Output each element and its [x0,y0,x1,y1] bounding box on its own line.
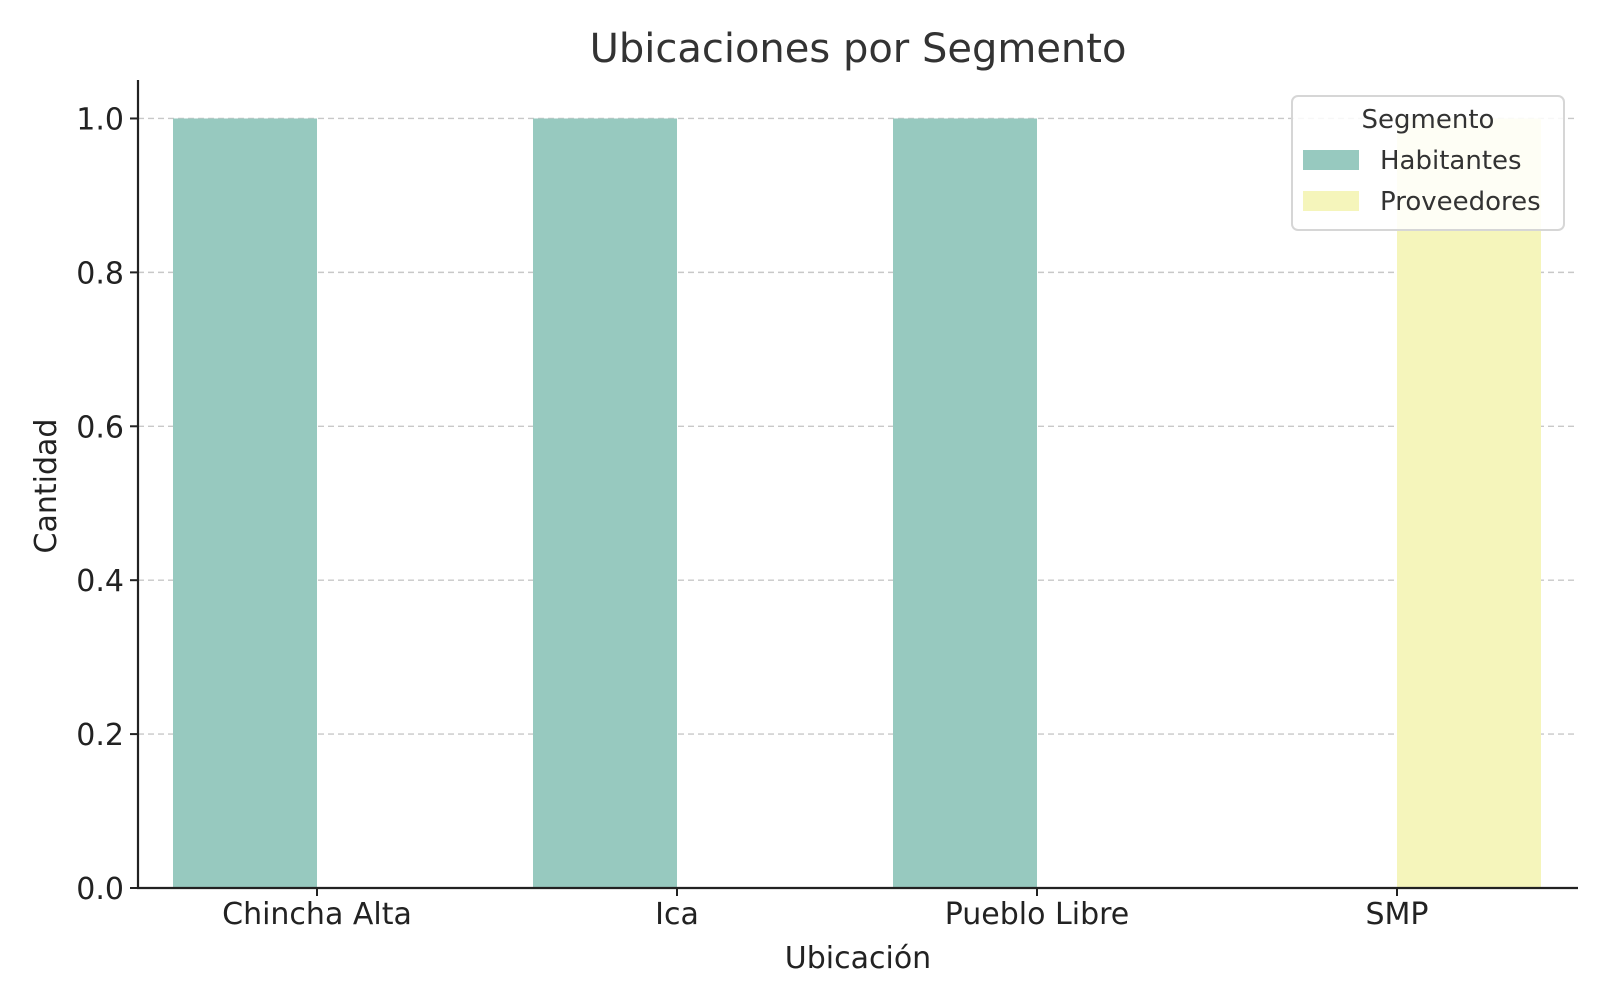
bar-habitantes-ica [533,118,677,888]
x-tick-label: SMP [1365,897,1428,932]
y-axis-label: Cantidad [29,419,64,554]
grid-lines [138,117,1578,735]
y-tick-label: 0.6 [76,410,124,445]
y-tick-label: 0.2 [76,718,124,753]
x-ticks: Chincha Alta Ica Pueblo Libre SMP [222,888,1429,932]
legend-frame [1291,95,1565,231]
bars [173,118,1541,888]
legend: Segmento Habitantes Proveedores [1291,95,1565,231]
bar-habitantes-pueblo-libre [893,118,1037,888]
bar-habitantes-chincha-alta [173,118,317,888]
legend-title: Segmento [1362,105,1495,135]
legend-label-proveedores: Proveedores [1380,187,1541,217]
x-axis-label: Ubicación [785,941,931,976]
y-tick-label: 1.0 [76,102,124,137]
legend-swatch-habitantes [1303,150,1359,170]
y-tick-label: 0.8 [76,256,124,291]
chart-title: Ubicaciones por Segmento [590,26,1127,72]
legend-swatch-proveedores [1303,191,1359,211]
y-tick-label: 0.0 [76,872,124,907]
y-ticks: 0.0 0.2 0.4 0.6 0.8 1.0 [76,102,138,907]
legend-label-habitantes: Habitantes [1380,146,1522,176]
bar-proveedores-smp [1397,118,1541,888]
y-tick-label: 0.4 [76,564,124,599]
x-tick-label: Ica [655,897,699,932]
x-tick-label: Chincha Alta [222,897,412,932]
x-tick-label: Pueblo Libre [945,897,1130,932]
